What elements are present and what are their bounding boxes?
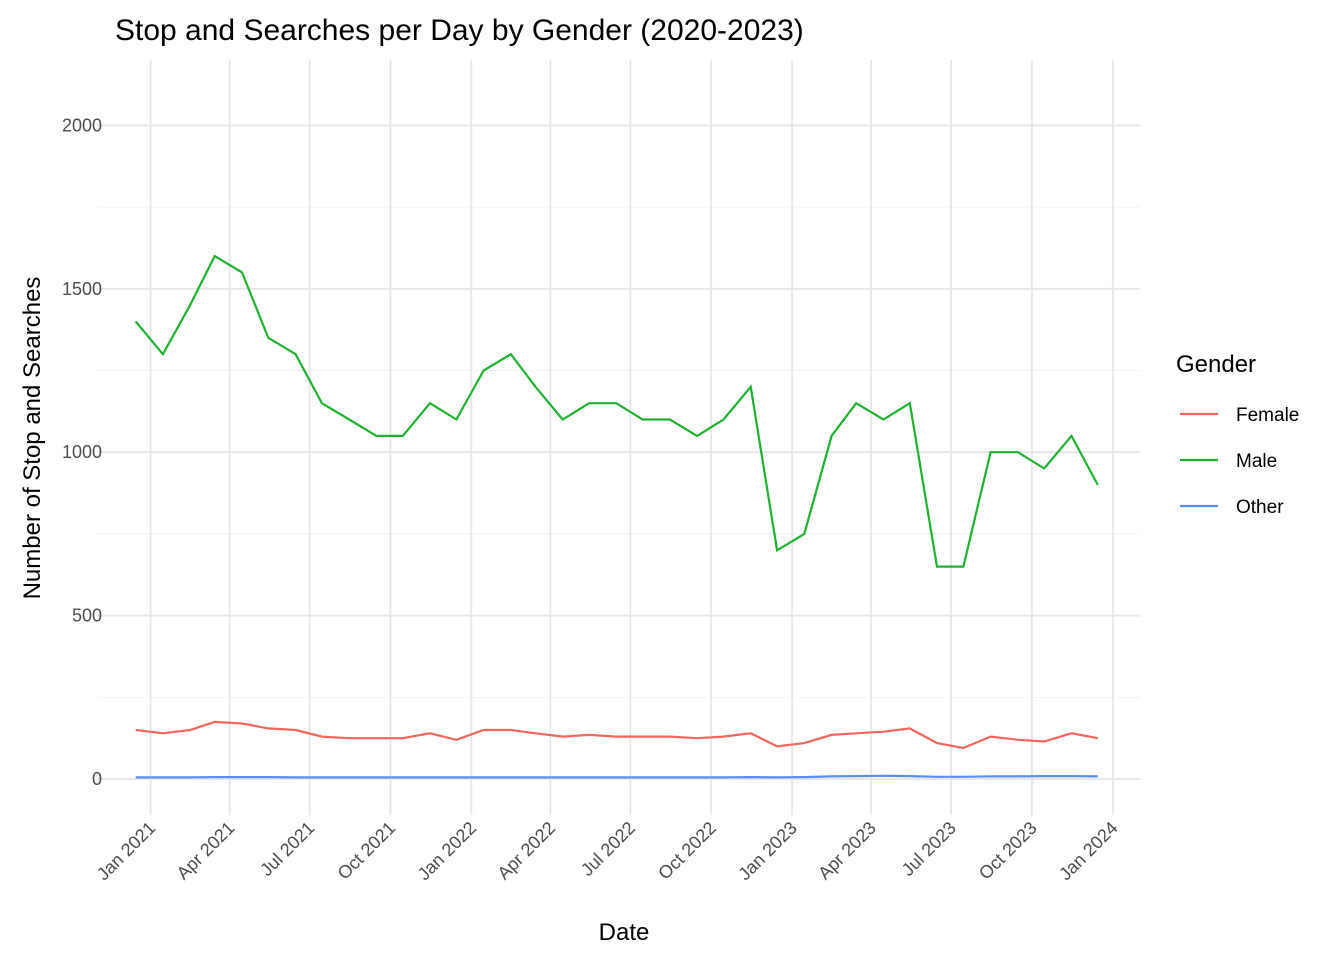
x-tick-label: Apr 2023: [814, 818, 880, 884]
y-tick-label: 500: [72, 606, 102, 626]
x-tick-label: Jan 2023: [734, 818, 801, 885]
x-tick-label: Oct 2021: [334, 818, 400, 884]
y-tick-label: 1500: [62, 279, 102, 299]
y-tick-label: 1000: [62, 442, 102, 462]
x-axis-title: Date: [599, 919, 650, 946]
y-axis-title: Number of Stop and Searches: [19, 277, 46, 600]
x-tick-label: Oct 2023: [975, 818, 1041, 884]
legend-label: Other: [1236, 497, 1284, 518]
series-line: [134, 254, 1099, 568]
x-tick-label: Apr 2021: [173, 818, 239, 884]
y-tick-label: 0: [92, 769, 102, 789]
x-tick-label: Jul 2021: [256, 818, 318, 880]
x-tick-label: Jan 2024: [1055, 818, 1122, 885]
legend-label: Female: [1236, 405, 1299, 426]
x-tick-label: Jan 2021: [93, 818, 160, 885]
x-tick-label: Oct 2022: [654, 818, 720, 884]
chart-title: Stop and Searches per Day by Gender (202…: [115, 14, 804, 47]
x-tick-label: Jul 2023: [898, 818, 960, 880]
x-tick-label: Apr 2022: [493, 818, 559, 884]
series-line: [135, 720, 1099, 750]
series-line: [135, 774, 1098, 779]
x-tick-label: Jan 2022: [414, 818, 481, 885]
legend-label: Male: [1236, 451, 1277, 472]
legend-title: Gender: [1176, 351, 1256, 378]
x-tick-label: Jul 2022: [577, 818, 639, 880]
y-tick-label: 2000: [62, 115, 102, 135]
